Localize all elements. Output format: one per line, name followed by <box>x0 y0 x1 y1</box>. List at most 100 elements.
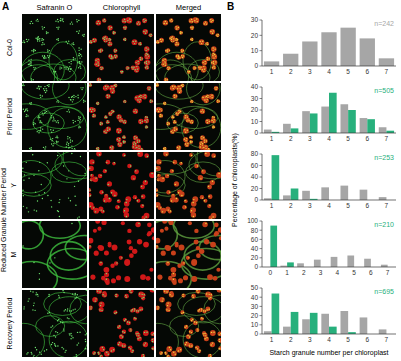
starch-granule <box>31 147 32 148</box>
x-tick-label: 4 <box>327 68 331 75</box>
starch-granule <box>34 310 35 311</box>
starch-granule <box>157 40 158 41</box>
starch-granule <box>208 308 209 309</box>
starch-granule <box>124 100 125 101</box>
starch-granule <box>71 97 72 98</box>
chloroplast <box>177 190 182 195</box>
starch-granule <box>67 136 68 137</box>
starch-granule <box>116 262 117 263</box>
y-tick <box>260 121 263 122</box>
chloroplast <box>93 229 97 233</box>
starch-granule <box>94 115 95 116</box>
starch-granule <box>145 33 146 34</box>
starch-granule <box>53 130 54 131</box>
chloroplast <box>156 245 159 249</box>
x-tick-label: 3 <box>319 269 323 276</box>
starch-granule <box>89 190 90 191</box>
starch-granule <box>26 353 27 354</box>
chloroplast <box>103 169 107 173</box>
x-tick-label: 7 <box>385 336 389 343</box>
y-tick <box>260 66 263 67</box>
starch-granule <box>123 27 124 28</box>
chloroplast <box>183 128 189 134</box>
starch-granule <box>42 38 43 39</box>
starch-granule <box>78 54 79 55</box>
starch-granule <box>210 31 211 32</box>
starch-granule <box>31 65 32 66</box>
starch-granule <box>177 44 178 45</box>
starch-granule <box>167 175 168 176</box>
y-tick-label: 20 <box>251 312 259 319</box>
starch-granule <box>35 347 36 348</box>
starch-granule <box>58 40 59 41</box>
starch-granule <box>194 321 195 322</box>
y-tick-label: 20 <box>251 185 259 192</box>
starch-granule <box>165 21 166 22</box>
starch-granule <box>39 352 40 353</box>
starch-granule <box>210 19 211 20</box>
chloroplast <box>198 65 203 70</box>
starch-granule <box>191 332 192 333</box>
x-tick-label: 6 <box>365 135 369 142</box>
cell-outline <box>187 83 221 105</box>
panel-label: B <box>227 1 234 12</box>
starch-granule <box>98 65 99 66</box>
starch-granule <box>37 19 38 20</box>
starch-granule <box>212 125 213 126</box>
chloroplast <box>126 321 131 326</box>
chloroplast <box>116 275 121 280</box>
bar <box>329 327 337 334</box>
chloroplast <box>201 67 206 72</box>
starch-granule <box>60 18 61 19</box>
starch-granule <box>80 126 81 127</box>
starch-granule <box>46 349 47 350</box>
bar <box>321 107 329 133</box>
chloroplast <box>202 60 208 66</box>
starch-granule <box>194 20 195 21</box>
starch-granule <box>78 20 79 21</box>
starch-granule <box>68 68 69 69</box>
chloroplast <box>103 35 108 40</box>
starch-granule <box>49 50 50 51</box>
chloroplast <box>156 83 159 87</box>
starch-granule <box>213 57 214 58</box>
micrograph-bg <box>156 221 221 288</box>
y-axis-label: Percentage of chloroplasts(%) <box>231 133 239 227</box>
chloroplast <box>170 129 175 134</box>
starch-granule <box>119 342 120 343</box>
chloroplast <box>134 169 139 174</box>
starch-granule <box>84 173 85 174</box>
starch-granule <box>105 194 106 195</box>
starch-granule <box>70 68 71 69</box>
chloroplast <box>156 188 158 192</box>
starch-granule <box>146 117 147 118</box>
y-tick-label: 20 <box>251 254 259 261</box>
starch-granule <box>95 177 96 178</box>
chloroplast <box>129 290 134 294</box>
starch-granule <box>74 297 75 298</box>
starch-granule <box>85 341 86 342</box>
starch-granule <box>36 88 37 89</box>
starch-granule <box>137 63 138 64</box>
starch-granule <box>68 197 69 198</box>
cell-outline <box>183 321 221 357</box>
starch-granule <box>79 332 80 333</box>
starch-granule <box>78 67 79 68</box>
starch-granule <box>138 148 139 149</box>
starch-granule <box>33 122 34 123</box>
starch-granule <box>46 90 47 91</box>
starch-granule <box>95 298 96 299</box>
chloroplast <box>144 213 150 219</box>
starch-granule <box>184 200 185 201</box>
starch-granule <box>78 181 79 182</box>
starch-granule <box>85 348 86 349</box>
starch-granule <box>186 325 187 326</box>
starch-granule <box>111 56 112 57</box>
chloroplast <box>173 126 178 131</box>
chloroplast <box>166 261 171 266</box>
starch-granule <box>199 350 200 351</box>
starch-granule <box>151 101 152 102</box>
chloroplast <box>122 153 126 157</box>
starch-granule <box>126 216 127 217</box>
starch-granule <box>123 39 124 40</box>
